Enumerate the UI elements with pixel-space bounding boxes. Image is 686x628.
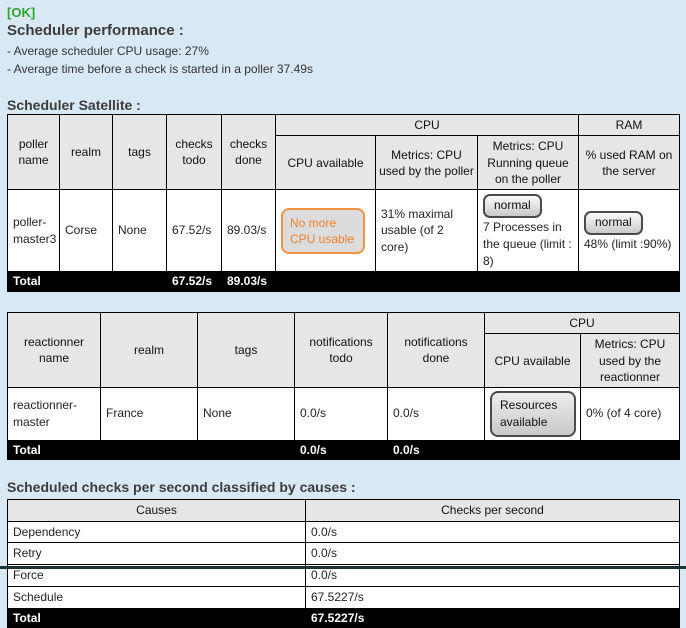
cpu-usage-line: - Average scheduler CPU usage: 27% — [7, 44, 209, 58]
col-ram-used: % used RAM on the server — [578, 135, 680, 191]
value-cell: 67.5227/s — [305, 585, 680, 609]
group-header-cpu2: CPU — [484, 312, 680, 335]
bottom-divider — [0, 566, 686, 569]
col-reactionner-name: reactionner name — [7, 312, 101, 388]
reactionner-total-row: Total 0.0/s 0.0/s — [7, 439, 680, 461]
table-row: Schedule 67.5227/s — [7, 585, 680, 609]
col-checks-done: checks done — [221, 113, 276, 191]
reactionner-name-cell: reactionner-master — [7, 386, 101, 441]
cpu-warning-badge: No more CPU usable — [281, 207, 365, 254]
causes-total-row: Total 67.5227/s — [7, 607, 680, 628]
col-cpu-used: Metrics: CPU used by the poller — [375, 135, 478, 191]
total-value: 67.5227/s — [305, 607, 680, 628]
poller-table: poller name realm tags checks todo check… — [7, 113, 680, 293]
value-cell: 0.0/s — [305, 542, 680, 566]
cause-cell: Dependency — [7, 520, 306, 544]
total-checks-todo: 67.52/s — [166, 271, 222, 293]
cause-cell: Schedule — [7, 585, 306, 609]
group-header-cpu: CPU — [275, 113, 579, 137]
tags-cell2: None — [197, 386, 295, 441]
cpu-available-cell2: Resources available — [484, 386, 581, 441]
cpu-used-cell2: 0% (of 4 core) — [580, 386, 680, 441]
status-badge: [OK] — [7, 5, 36, 20]
group-header-ram: RAM — [578, 113, 680, 137]
col-cpu-used2: Metrics: CPU used by the reactionner — [580, 333, 680, 388]
col-checks-per-second: Checks per second — [305, 499, 680, 522]
col-realm: realm — [59, 113, 113, 191]
total-label3: Total — [7, 607, 306, 628]
reactionner-table: reactionner name realm tags notification… — [7, 312, 680, 461]
satellite-section-title: Scheduler Satellite : — [7, 97, 141, 113]
table-row: Retry 0.0/s — [7, 542, 680, 566]
total-notif-done: 0.0/s — [387, 439, 485, 461]
col-tags: tags — [112, 113, 167, 191]
col-realm2: realm — [100, 312, 198, 388]
checks-done-cell: 89.03/s — [221, 189, 276, 273]
table-row: Dependency 0.0/s — [7, 520, 680, 544]
ram-status-badge: normal — [584, 210, 643, 235]
cpu-queue-cell: normal 7 Processes in the queue (limit :… — [477, 189, 579, 273]
col-cpu-queue: Metrics: CPU Running queue on the poller — [477, 135, 579, 191]
checks-todo-cell: 67.52/s — [166, 189, 222, 273]
realm-cell2: France — [100, 386, 198, 441]
total-notif-todo: 0.0/s — [294, 439, 388, 461]
cause-cell: Retry — [7, 542, 306, 566]
tags-cell: None — [112, 189, 167, 273]
check-delay-line: - Average time before a check is started… — [7, 62, 313, 76]
poller-name-cell: poller-master3 — [7, 189, 60, 273]
col-cpu-available2: CPU available — [484, 333, 581, 388]
total-checks-done: 89.03/s — [221, 271, 276, 293]
ram-text: 48% (limit :90%) — [584, 236, 672, 251]
col-poller-name: poller name — [7, 113, 60, 191]
col-causes: Causes — [7, 499, 306, 522]
notif-todo-cell: 0.0/s — [294, 386, 388, 441]
col-checks-todo: checks todo — [166, 113, 222, 191]
causes-table: Causes Checks per second Dependency 0.0/… — [7, 499, 680, 628]
causes-section-title: Scheduled checks per second classified b… — [7, 479, 356, 496]
total-filler — [275, 271, 680, 293]
queue-status-badge: normal — [483, 194, 542, 218]
resources-available-badge: Resources available — [490, 390, 576, 437]
col-notif-todo: notifications todo — [294, 312, 388, 388]
cpu-available-cell: No more CPU usable — [275, 189, 376, 273]
page-title: Scheduler performance : — [7, 22, 184, 39]
col-cpu-available: CPU available — [275, 135, 376, 191]
table-row: poller-master3 Corse None 67.52/s 89.03/… — [7, 189, 680, 273]
realm-cell: Corse — [59, 189, 113, 273]
notif-done-cell: 0.0/s — [387, 386, 485, 441]
value-cell: 0.0/s — [305, 520, 680, 544]
cpu-used-cell: 31% maximal usable (of 2 core) — [375, 189, 478, 273]
total-label: Total — [7, 271, 167, 293]
col-tags2: tags — [197, 312, 295, 388]
table-row: reactionner-master France None 0.0/s 0.0… — [7, 386, 680, 441]
poller-total-row: Total 67.52/s 89.03/s — [7, 271, 680, 293]
col-notif-done: notifications done — [387, 312, 485, 388]
ram-cell: normal 48% (limit :90%) — [578, 189, 680, 273]
total-label2: Total — [7, 439, 295, 461]
total-filler2 — [484, 439, 680, 461]
queue-text: 7 Processes in the queue (limit : 8) — [483, 219, 572, 268]
